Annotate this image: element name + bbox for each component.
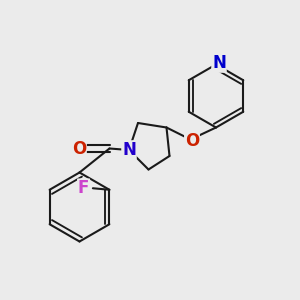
Text: F: F: [78, 179, 89, 197]
Text: N: N: [122, 141, 136, 159]
Text: O: O: [185, 132, 199, 150]
Text: N: N: [212, 54, 226, 72]
Text: O: O: [72, 140, 86, 158]
